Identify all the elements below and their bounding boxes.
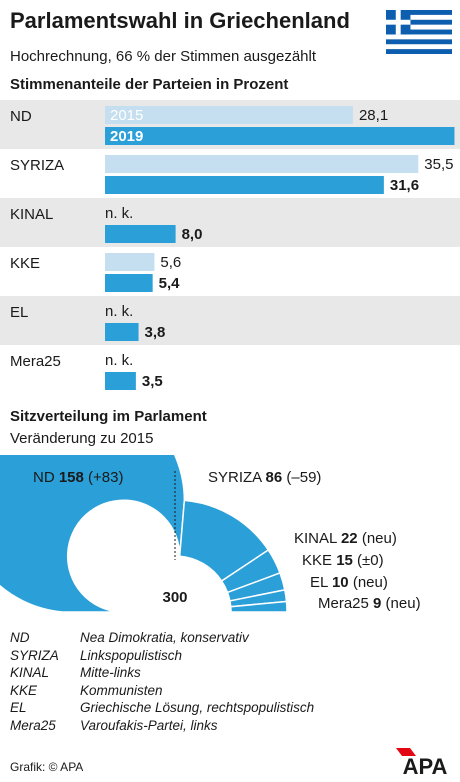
value-label-2019: 8,0: [182, 226, 203, 243]
seat-segment: [229, 600, 288, 613]
category-label: ND: [10, 108, 32, 125]
graphic-credit: Grafik: © APA: [10, 760, 84, 774]
seats-section-title: Sitzverteilung im Parlament: [10, 408, 207, 425]
seat-label: KKE 15 (±0): [302, 552, 384, 569]
flag-stripe: [386, 19, 452, 25]
series-label-2019: 2019: [110, 128, 143, 145]
legend-row: KINAL Mitte-links: [10, 665, 314, 683]
seat-label: ND 158 (+83): [33, 469, 123, 486]
category-label: SYRIZA: [10, 157, 64, 174]
flag-cross-v: [395, 10, 401, 35]
legend-row: ND Nea Dimokratia, konservativ: [10, 630, 314, 648]
legend-abbr: Mera25: [10, 717, 56, 733]
value-label-2015: 35,5: [424, 156, 453, 173]
apa-logo-text: APA: [403, 754, 448, 776]
apa-logo-mark: [396, 748, 416, 756]
legend-row: EL Griechische Lösung, rechtspopulistisch: [10, 700, 314, 718]
bar-2015: [105, 106, 353, 124]
legend-desc: Griechische Lösung, rechtspopulistisch: [80, 700, 315, 715]
seat-label: Mera25 9 (neu): [318, 595, 421, 612]
value-label-2019: 3,5: [142, 373, 163, 390]
total-seats-label: 300: [162, 589, 187, 606]
seats-section-subtitle: Veränderung zu 2015: [10, 430, 154, 447]
seat-segment: [0, 455, 186, 613]
votes-section-title: Stimmenanteile der Parteien in Prozent: [10, 76, 289, 93]
seat-label: SYRIZA 86 (–59): [208, 469, 321, 486]
value-label-2015: 5,6: [160, 254, 181, 271]
page-title: Parlamentswahl in Griechenland: [10, 8, 350, 33]
row-band: [0, 198, 460, 247]
legend-row: KKE Kommunisten: [10, 683, 314, 701]
flag-stripe: [386, 29, 452, 35]
legend-desc: Kommunisten: [80, 682, 163, 698]
seat-distribution-chart: 300 ND 158 (+83) SYRIZA 86 (–59) KINAL 22 (…: [0, 455, 421, 613]
legend-row: SYRIZA Linkspopulistisch: [10, 648, 314, 666]
value-label-2019: 3,8: [145, 324, 166, 341]
value-label-2019: 31,6: [390, 177, 419, 194]
legend-desc: Varoufakis-Partei, links: [80, 717, 218, 733]
value-label-2015: n. k.: [105, 303, 133, 320]
bar-2019: [105, 127, 455, 145]
bar-2015: [105, 155, 419, 173]
bar-2019: [105, 323, 139, 341]
value-label-2015: n. k.: [105, 352, 133, 369]
bar-2019: [105, 176, 384, 194]
party-legend: ND Nea Dimokratia, konservativ SYRIZA Link…: [10, 630, 314, 735]
row-band: [0, 296, 460, 345]
flag-stripe: [386, 49, 452, 54]
vote-share-bar-chart: ND28,139,620152019SYRIZA35,531,6KINALn. …: [0, 100, 460, 390]
bar-2015: [105, 253, 155, 271]
legend-abbr: EL: [10, 700, 27, 715]
value-label-2019: 5,4: [159, 275, 181, 292]
category-label: KINAL: [10, 206, 53, 223]
bar-2019: [105, 372, 136, 390]
legend-desc: Linkspopulistisch: [80, 647, 183, 663]
category-label: EL: [10, 304, 28, 321]
flag-stripe: [386, 10, 452, 15]
seat-label: EL 10 (neu): [310, 574, 388, 591]
greek-flag-icon: [386, 10, 452, 54]
legend-abbr: KINAL: [10, 665, 50, 680]
legend-abbr: SYRIZA: [10, 647, 59, 663]
bar-2019: [105, 225, 176, 243]
flag-stripe: [386, 39, 452, 45]
legend-abbr: KKE: [10, 682, 38, 698]
category-label: Mera25: [10, 353, 61, 370]
series-label-2015: 2015: [110, 107, 143, 124]
bar-2019: [105, 274, 153, 292]
legend-desc: Nea Dimokratia, konservativ: [80, 630, 249, 645]
legend-row: Mera25 Varoufakis-Partei, links: [10, 718, 314, 736]
category-label: KKE: [10, 255, 40, 272]
seat-label: KINAL 22 (neu): [294, 530, 397, 547]
legend-abbr: ND: [10, 630, 30, 645]
page-subtitle: Hochrechnung, 66 % der Stimmen ausgezähl…: [10, 48, 317, 65]
value-label-2015: 28,1: [359, 107, 388, 124]
legend-desc: Mitte-links: [80, 665, 141, 680]
apa-logo: APA: [396, 748, 448, 776]
value-label-2015: n. k.: [105, 205, 133, 222]
